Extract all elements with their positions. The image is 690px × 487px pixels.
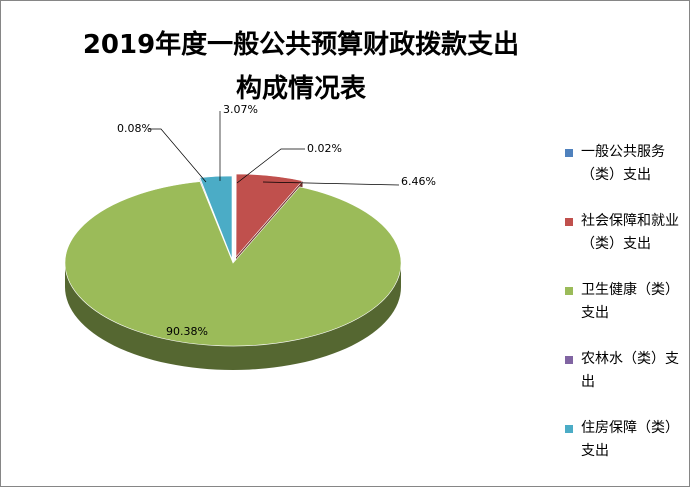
data-label-0: 0.02%	[307, 142, 342, 155]
legend: 一般公共服务（类）支出 社会保障和就业（类）支出 卫生健康（类）支出 农林水（类）支出…	[563, 141, 683, 486]
legend-item: 住房保障（类）支出	[563, 417, 683, 463]
pie-plot: 0.02% 6.46% 90.38% 0.08% 3.07%	[64, 103, 436, 370]
legend-swatch	[565, 356, 573, 364]
legend-label: 一般公共服务（类）支出	[581, 144, 665, 183]
pie-slice-3	[198, 178, 233, 261]
legend-item: 社会保障和就业（类）支出	[563, 210, 683, 256]
title-line-1: 2019年度一般公共预算财政拨款支出	[82, 30, 520, 60]
legend-label: 社会保障和就业（类）支出	[581, 213, 679, 252]
data-label-3: 0.08%	[117, 122, 152, 135]
legend-swatch	[565, 218, 573, 226]
legend-swatch	[565, 425, 573, 433]
chart-title: 2019年度一般公共预算财政拨款支出 构成情况表	[61, 23, 541, 111]
data-label-1: 6.46%	[401, 175, 436, 188]
leader-line-1	[262, 181, 400, 186]
pie-slice-1	[235, 173, 304, 258]
pie-side-2	[65, 263, 401, 370]
legend-label: 卫生健康（类）支出	[581, 282, 679, 321]
data-label-4: 3.07%	[223, 103, 258, 116]
legend-label: 农林水（类）支出	[581, 351, 679, 390]
legend-item: 农林水（类）支出	[563, 348, 683, 394]
pie-slice-4	[199, 175, 233, 260]
pie-slice-2	[64, 181, 402, 347]
legend-item: 一般公共服务（类）支出	[563, 141, 683, 187]
leader-line-3	[149, 128, 207, 183]
leader-line-0	[236, 148, 305, 184]
legend-swatch	[565, 149, 573, 157]
title-line-2: 构成情况表	[235, 74, 366, 104]
legend-label: 住房保障（类）支出	[581, 420, 679, 459]
legend-item: 卫生健康（类）支出	[563, 279, 683, 325]
legend-swatch	[565, 287, 573, 295]
data-label-2: 90.38%	[166, 325, 208, 338]
